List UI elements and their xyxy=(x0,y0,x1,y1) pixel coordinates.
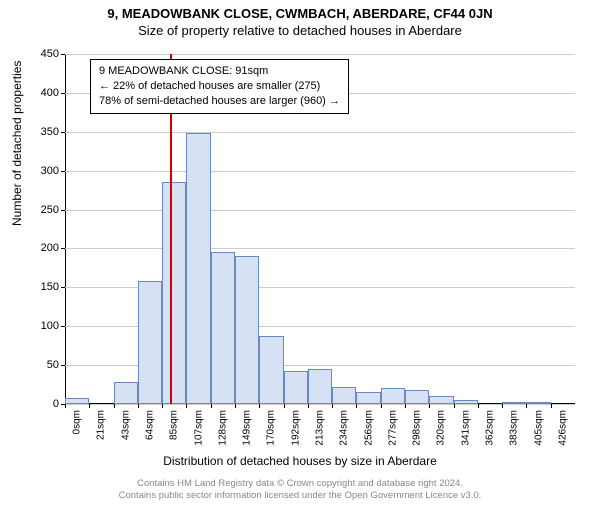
xtick-mark xyxy=(526,404,527,408)
gridline xyxy=(65,54,575,55)
xtick-label: 256sqm xyxy=(363,410,374,446)
chart-plot-area: 0501001502002503003504004500sqm21sqm43sq… xyxy=(65,54,575,404)
xtick-label: 0sqm xyxy=(72,410,83,434)
xtick-label: 234sqm xyxy=(339,410,350,446)
xtick-mark xyxy=(211,404,212,408)
xtick-mark xyxy=(356,404,357,408)
xtick-label: 298sqm xyxy=(412,410,423,446)
gridline xyxy=(65,248,575,249)
gridline xyxy=(65,210,575,211)
xtick-label: 64sqm xyxy=(145,410,156,440)
histogram-bar xyxy=(186,133,210,404)
gridline xyxy=(65,171,575,172)
xtick-label: 21sqm xyxy=(96,410,107,440)
y-axis-label: Number of detached properties xyxy=(10,61,24,226)
xtick-mark xyxy=(284,404,285,408)
xtick-mark xyxy=(454,404,455,408)
ytick-label: 400 xyxy=(19,87,59,99)
y-axis-line xyxy=(65,54,66,404)
xtick-label: 405sqm xyxy=(533,410,544,446)
histogram-bar xyxy=(308,369,332,404)
ytick-label: 250 xyxy=(19,204,59,216)
xtick-label: 277sqm xyxy=(387,410,398,446)
xtick-mark xyxy=(381,404,382,408)
ytick-mark xyxy=(61,210,65,211)
xtick-mark xyxy=(235,404,236,408)
footer-line-1: Contains HM Land Registry data © Crown c… xyxy=(0,478,600,490)
xtick-label: 320sqm xyxy=(436,410,447,446)
ytick-mark xyxy=(61,248,65,249)
histogram-bar xyxy=(526,402,550,404)
xtick-label: 213sqm xyxy=(315,410,326,446)
histogram-bar xyxy=(284,371,308,404)
chart-title-main: 9, MEADOWBANK CLOSE, CWMBACH, ABERDARE, … xyxy=(0,6,600,21)
histogram-bar xyxy=(405,390,429,404)
histogram-bar xyxy=(454,400,478,404)
ytick-label: 50 xyxy=(19,359,59,371)
xtick-label: 128sqm xyxy=(217,410,228,446)
info-line-2: ← 22% of detached houses are smaller (27… xyxy=(99,79,340,94)
info-annotation-box: 9 MEADOWBANK CLOSE: 91sqm ← 22% of detac… xyxy=(90,59,349,114)
histogram-bar xyxy=(235,256,259,404)
xtick-mark xyxy=(405,404,406,408)
x-axis-label: Distribution of detached houses by size … xyxy=(0,454,600,468)
footer-attribution: Contains HM Land Registry data © Crown c… xyxy=(0,478,600,502)
xtick-mark xyxy=(332,404,333,408)
ytick-label: 350 xyxy=(19,126,59,138)
histogram-bar xyxy=(356,392,380,404)
xtick-label: 43sqm xyxy=(120,410,131,440)
xtick-label: 426sqm xyxy=(557,410,568,446)
xtick-mark xyxy=(259,404,260,408)
xtick-label: 149sqm xyxy=(242,410,253,446)
info-line-1: 9 MEADOWBANK CLOSE: 91sqm xyxy=(99,64,340,79)
ytick-label: 300 xyxy=(19,165,59,177)
xtick-label: 85sqm xyxy=(169,410,180,440)
ytick-mark xyxy=(61,93,65,94)
ytick-label: 450 xyxy=(19,48,59,60)
xtick-mark xyxy=(551,404,552,408)
histogram-bar xyxy=(114,382,138,404)
gridline xyxy=(65,404,575,405)
histogram-bar xyxy=(65,398,89,404)
xtick-label: 192sqm xyxy=(290,410,301,446)
ytick-mark xyxy=(61,54,65,55)
ytick-mark xyxy=(61,365,65,366)
info-line-3: 78% of semi-detached houses are larger (… xyxy=(99,94,340,109)
histogram-bar xyxy=(381,388,405,404)
xtick-mark xyxy=(502,404,503,408)
xtick-mark xyxy=(308,404,309,408)
histogram-bar xyxy=(332,387,356,404)
histogram-bar xyxy=(138,281,162,404)
xtick-label: 383sqm xyxy=(509,410,520,446)
xtick-mark xyxy=(114,404,115,408)
xtick-label: 170sqm xyxy=(266,410,277,446)
footer-line-2: Contains public sector information licen… xyxy=(0,490,600,502)
ytick-mark xyxy=(61,171,65,172)
xtick-mark xyxy=(429,404,430,408)
ytick-label: 100 xyxy=(19,320,59,332)
histogram-bar xyxy=(259,336,283,404)
ytick-label: 0 xyxy=(19,398,59,410)
histogram-bar xyxy=(502,402,526,404)
ytick-mark xyxy=(61,132,65,133)
ytick-label: 200 xyxy=(19,242,59,254)
ytick-mark xyxy=(61,326,65,327)
xtick-label: 362sqm xyxy=(485,410,496,446)
gridline xyxy=(65,132,575,133)
xtick-mark xyxy=(89,404,90,408)
histogram-bar xyxy=(162,182,186,404)
xtick-mark xyxy=(138,404,139,408)
xtick-mark xyxy=(65,404,66,408)
xtick-mark xyxy=(478,404,479,408)
ytick-mark xyxy=(61,287,65,288)
xtick-label: 107sqm xyxy=(193,410,204,446)
xtick-mark xyxy=(186,404,187,408)
xtick-mark xyxy=(162,404,163,408)
histogram-bar xyxy=(211,252,235,404)
histogram-bar xyxy=(429,396,453,404)
xtick-label: 341sqm xyxy=(460,410,471,446)
ytick-label: 150 xyxy=(19,281,59,293)
chart-title-sub: Size of property relative to detached ho… xyxy=(0,23,600,38)
